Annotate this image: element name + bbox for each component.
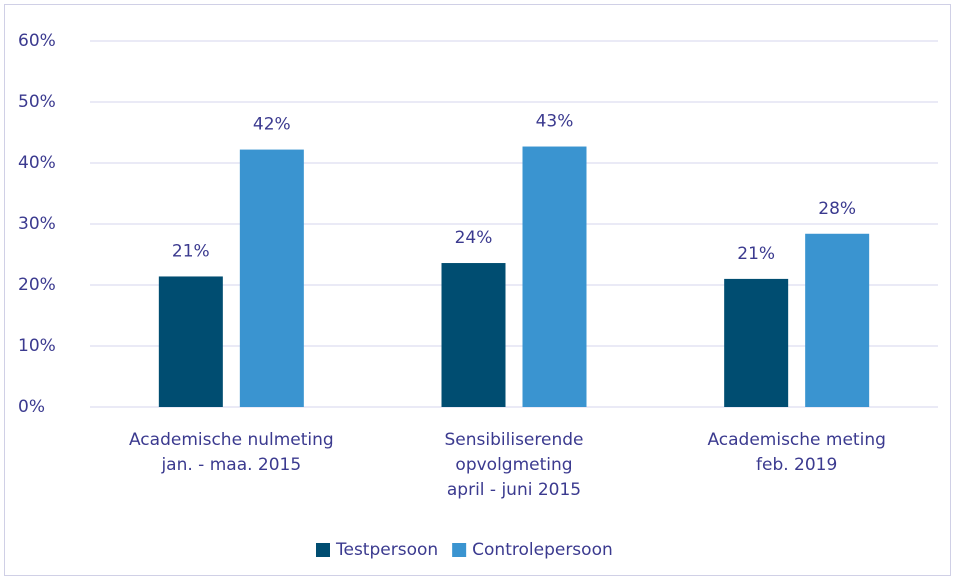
y-tick-label: 50% [18, 92, 56, 112]
y-tick-label: 0% [18, 397, 45, 417]
y-tick-label: 10% [18, 336, 56, 356]
legend-swatch [452, 543, 467, 557]
data-label: 28% [818, 199, 856, 219]
x-tick-label: Academische nulmeting jan. - maa. 2015 [129, 430, 334, 475]
legend-label: Controlepersoon [472, 540, 613, 560]
bar [158, 276, 223, 407]
y-tick-label: 20% [18, 275, 56, 295]
y-tick-label: 40% [18, 153, 56, 173]
bar [441, 263, 506, 407]
bar [805, 233, 870, 407]
bar [522, 146, 587, 407]
x-tick-label: Sensibiliserende opvolgmeting april - juni… [445, 430, 584, 500]
legend-swatch [316, 543, 330, 557]
data-label: 21% [172, 241, 210, 261]
data-label: 42% [253, 115, 291, 135]
data-label: 43% [536, 112, 574, 132]
bar [239, 149, 304, 407]
legend-label: Testpersoon [335, 540, 438, 560]
x-tick-label: Academische meting feb. 2019 [707, 430, 885, 475]
data-label: 24% [455, 228, 493, 248]
bar [724, 278, 789, 407]
data-label: 21% [737, 244, 775, 264]
y-tick-label: 30% [18, 214, 56, 234]
y-tick-label: 60% [18, 31, 56, 51]
